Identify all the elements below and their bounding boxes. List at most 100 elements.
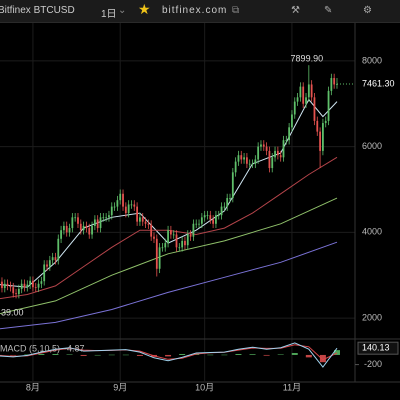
candle-body: [29, 280, 32, 285]
candle-body: [17, 288, 20, 295]
candle-body: [20, 283, 23, 289]
candle-body: [184, 240, 186, 246]
macd-title: MACD (5,10,5): [0, 343, 60, 353]
candle-body: [48, 260, 51, 267]
candle-body: [257, 146, 260, 160]
candle-body: [181, 240, 184, 248]
candle-body: [200, 217, 203, 224]
moving-average: [0, 156, 338, 300]
candle-body: [316, 120, 319, 132]
tools-icon[interactable]: ⚒: [291, 5, 300, 16]
macd-histogram-bar: [122, 354, 129, 356]
candle-body: [150, 224, 153, 237]
y-tick-label: 6000: [362, 141, 382, 151]
candle-body: [251, 163, 254, 165]
candle-body: [43, 264, 46, 282]
candle-body: [119, 193, 122, 201]
candle-body: [158, 247, 161, 269]
y-tick-label: 8000: [362, 55, 382, 65]
candle-body: [113, 206, 116, 208]
settings-icon[interactable]: ⚙: [363, 5, 372, 16]
candle-body: [291, 114, 293, 128]
macd-histogram-bar: [235, 353, 242, 355]
symbol[interactable]: Bitfinex BTCUSD: [0, 5, 75, 16]
candle-body: [189, 234, 192, 237]
candle-body: [15, 293, 17, 295]
candle-body: [139, 217, 141, 222]
candle-body: [91, 225, 93, 235]
candle-body: [74, 217, 77, 219]
macd-histogram-bar: [333, 350, 340, 355]
candle-body: [279, 155, 282, 158]
candle-body: [229, 198, 231, 199]
candle-body: [186, 234, 189, 246]
macd-histogram-bar: [136, 354, 143, 356]
macd-histogram-bar: [24, 354, 31, 355]
macd-histogram-bar: [221, 354, 228, 356]
candle-body: [65, 225, 68, 233]
candle-body: [34, 287, 37, 289]
candle-body: [324, 120, 327, 124]
candle-body: [169, 230, 172, 235]
low-label: 39.00: [1, 307, 24, 317]
macd-histogram-bar: [263, 354, 270, 356]
candle-body: [288, 127, 291, 141]
macd-histogram-bar: [108, 354, 115, 356]
chevron[interactable]: ⌄: [118, 5, 127, 16]
candle-body: [274, 150, 276, 158]
interval[interactable]: 1日: [101, 9, 117, 20]
macd-histogram-bar: [249, 354, 256, 355]
candle-body: [265, 146, 268, 151]
candle-body: [68, 228, 71, 233]
high-label: 7899.90: [291, 54, 324, 64]
last-price-label: 7461.30: [362, 78, 395, 88]
candle-body: [209, 215, 212, 220]
candle-body: [198, 223, 200, 225]
moving-average: [0, 98, 338, 288]
macd-histogram-bar: [305, 354, 312, 358]
x-tick-label: 11月: [283, 382, 301, 392]
candle-body: [32, 280, 34, 288]
macd-histogram-bar: [165, 354, 172, 357]
macd-histogram-bar: [66, 354, 73, 355]
site-link[interactable]: bitfinex.com: [162, 5, 228, 16]
macd-line: [0, 342, 338, 368]
x-tick-label: 8月: [26, 382, 40, 392]
candle-body: [102, 217, 105, 219]
external-icon[interactable]: ⧉: [232, 5, 240, 16]
candle-body: [178, 247, 181, 249]
favorite-star[interactable]: ★: [138, 1, 151, 17]
candle-body: [307, 84, 310, 98]
candle-body: [1, 281, 3, 289]
candle-body: [313, 97, 316, 121]
y-tick-label: 4000: [362, 227, 382, 237]
candle-body: [296, 97, 299, 102]
macd-histogram-bar: [94, 354, 101, 356]
candle-body: [133, 204, 136, 207]
candle-body: [276, 150, 279, 156]
candle-body: [57, 238, 60, 261]
draw-icon[interactable]: ✎: [324, 5, 333, 16]
candle-body: [147, 223, 150, 225]
candle-body: [271, 157, 274, 169]
candle-body: [60, 230, 62, 239]
y-tick-label: 2000: [362, 312, 382, 322]
toolbar: Bitfinex BTCUSD 1日 ⌄ ★ bitfinex.com ⧉ ⚒ …: [0, 0, 400, 23]
candle-body: [3, 283, 6, 289]
candle-body: [122, 193, 124, 207]
candle-body: [262, 144, 265, 147]
candle-body: [77, 217, 79, 224]
candle-body: [82, 225, 85, 231]
candle-body: [254, 159, 257, 164]
candle-body: [223, 206, 226, 208]
macd-histogram-bar: [10, 354, 17, 356]
candle-body: [153, 236, 155, 239]
candle-body: [192, 223, 195, 237]
candle-body: [12, 287, 15, 294]
candle-body: [136, 206, 139, 222]
candle-body: [327, 90, 330, 121]
macd-last-label: 140.13: [362, 343, 390, 353]
candle-body: [99, 217, 102, 229]
candle-body: [88, 228, 91, 235]
